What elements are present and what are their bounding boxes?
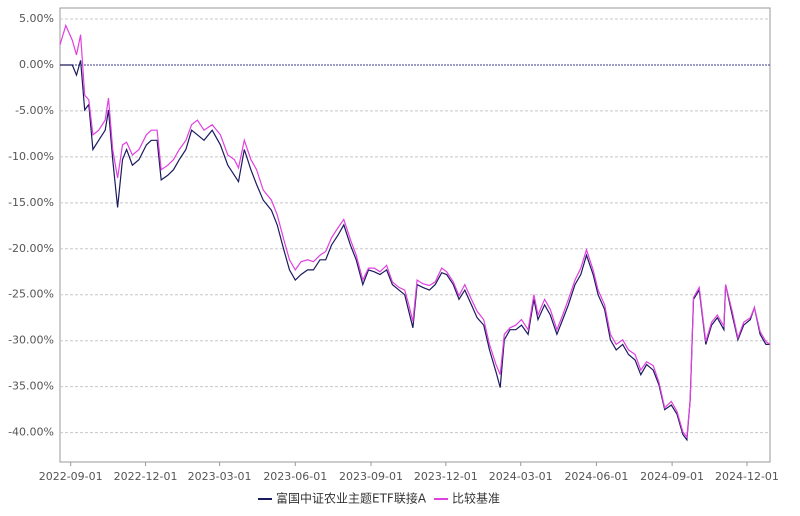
x-tick-label: 2022-12-01 xyxy=(114,470,178,483)
x-tick-label: 2024-06-01 xyxy=(564,470,628,483)
x-tick-label: 2023-03-01 xyxy=(188,470,252,483)
y-tick-label: -40.00% xyxy=(8,426,54,439)
legend-label: 比较基准 xyxy=(452,491,500,506)
y-tick-label: -30.00% xyxy=(8,334,54,347)
legend-label: 富国中证农业主题ETF联接A xyxy=(276,491,427,506)
x-tick-label: 2023-06-01 xyxy=(263,470,327,483)
plot-frame xyxy=(59,7,771,463)
y-tick-label: -5.00% xyxy=(15,104,54,117)
y-tick-label: -25.00% xyxy=(8,288,54,301)
y-tick-label: -10.00% xyxy=(8,150,54,163)
y-tick-label: 5.00% xyxy=(19,12,54,25)
y-tick-label: -15.00% xyxy=(8,196,54,209)
x-tick-label: 2024-03-01 xyxy=(489,470,553,483)
x-tick-label: 2023-09-01 xyxy=(339,470,403,483)
x-tick-label: 2024-12-01 xyxy=(715,470,779,483)
y-tick-label: -20.00% xyxy=(8,242,54,255)
y-tick-label: -35.00% xyxy=(8,380,54,393)
x-tick-label: 2022-09-01 xyxy=(39,470,103,483)
x-tick-label: 2023-12-01 xyxy=(414,470,478,483)
series-line xyxy=(60,60,770,442)
series-line xyxy=(59,23,771,439)
y-tick-label: 0.00% xyxy=(19,58,54,71)
x-tick-label: 2024-09-01 xyxy=(640,470,704,483)
